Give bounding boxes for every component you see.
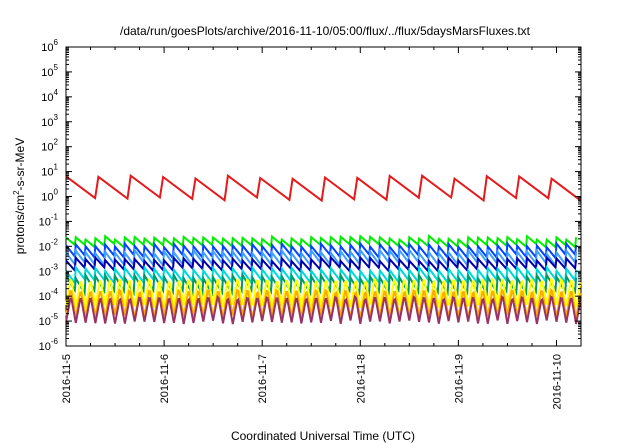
y-tick-label-exponent: 6 bbox=[54, 38, 59, 47]
y-tick-label-exponent: 5 bbox=[54, 63, 59, 72]
y-tick-label-base: 10 bbox=[39, 266, 51, 278]
y-tick-label: 106 bbox=[41, 38, 58, 54]
y-tick-label-base: 10 bbox=[39, 341, 51, 353]
y-tick-label: 10-3 bbox=[39, 262, 59, 278]
y-tick-label-base: 10 bbox=[41, 167, 53, 179]
chart-title: /data/run/goesPlots/archive/2016-11-10/0… bbox=[120, 24, 531, 38]
y-tick-label: 10-1 bbox=[39, 212, 59, 228]
y-tick-label-base: 10 bbox=[41, 67, 53, 79]
y-tick-label-base: 10 bbox=[41, 92, 53, 104]
x-tick-label: 2016-11-8 bbox=[355, 354, 367, 403]
y-tick-label: 10-6 bbox=[39, 337, 59, 353]
series-layer bbox=[65, 173, 582, 325]
series-line bbox=[65, 277, 582, 308]
y-tick-label: 104 bbox=[41, 88, 58, 104]
y-tick-label: 103 bbox=[41, 113, 58, 129]
y-tick-label-base: 10 bbox=[41, 192, 53, 204]
y-tick-label-exponent: -1 bbox=[51, 212, 59, 221]
y-axis: 10-610-510-410-310-210-11001011021031041… bbox=[39, 38, 581, 353]
y-tick-label-exponent: 2 bbox=[54, 138, 59, 147]
y-axis-label-exponent: 2 bbox=[12, 190, 21, 195]
y-axis-label: protons/cm2-s-sr-MeV bbox=[12, 138, 27, 254]
x-tick-label: 2016-11-5 bbox=[61, 354, 73, 403]
y-tick-label-base: 10 bbox=[41, 142, 53, 154]
y-tick-label-base: 10 bbox=[39, 291, 51, 303]
series-line bbox=[65, 287, 582, 319]
y-tick-label-exponent: -2 bbox=[51, 237, 59, 246]
x-axis: 2016-11-5 2016-11-6 2016-11-7 2016-11-8 2016… bbox=[61, 47, 563, 409]
y-tick-label-base: 10 bbox=[39, 216, 51, 228]
y-tick-label-base: 10 bbox=[41, 117, 53, 129]
x-axis-label: Coordinated Universal Time (UTC) bbox=[231, 429, 415, 443]
y-tick-label-exponent: -5 bbox=[51, 312, 59, 321]
y-tick-label: 100 bbox=[41, 188, 58, 204]
y-tick-label-base: 10 bbox=[39, 316, 51, 328]
y-tick-label: 10-5 bbox=[39, 312, 59, 328]
y-tick-label: 101 bbox=[41, 163, 58, 179]
series-line bbox=[65, 173, 582, 203]
x-tick-label: 2016-11-9 bbox=[453, 354, 465, 403]
y-tick-label: 10-4 bbox=[39, 287, 59, 303]
y-tick-label-exponent: -3 bbox=[51, 262, 59, 271]
y-tick-label-exponent: 4 bbox=[54, 88, 59, 97]
y-tick-label: 102 bbox=[41, 138, 58, 154]
y-tick-label-exponent: 1 bbox=[54, 163, 59, 172]
y-tick-label-base: 10 bbox=[41, 42, 53, 54]
y-axis-label-main: protons/cm bbox=[13, 195, 27, 254]
y-tick-label-base: 10 bbox=[39, 241, 51, 253]
series-line bbox=[65, 294, 582, 325]
y-tick-label: 105 bbox=[41, 63, 58, 79]
x-tick-label: 2016-11-6 bbox=[159, 354, 171, 403]
x-tick-label: 2016-11-7 bbox=[257, 354, 269, 403]
x-tick-label: 2016-11-10 bbox=[551, 354, 563, 409]
y-tick-label-exponent: 3 bbox=[54, 113, 59, 122]
y-tick-label-exponent: -4 bbox=[51, 287, 59, 296]
y-tick-label: 10-2 bbox=[39, 237, 59, 253]
y-tick-label-exponent: -6 bbox=[51, 337, 59, 346]
y-axis-label-suffix: -s-sr-MeV bbox=[13, 138, 27, 191]
y-tick-label-exponent: 0 bbox=[54, 188, 59, 197]
